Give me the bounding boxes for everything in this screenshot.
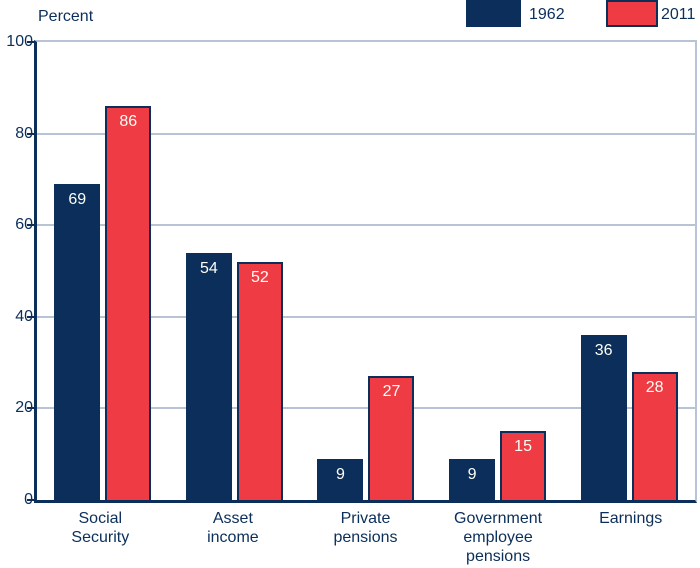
y-tick-label-100: 100: [6, 33, 33, 50]
bar-value-label: 36: [594, 342, 613, 360]
y-tick-label-40: 40: [15, 307, 33, 325]
legend-label-2011: 2011: [661, 6, 696, 23]
bar-value-label: 9: [336, 465, 345, 483]
category-label-line: Private: [340, 510, 391, 527]
gridline-40: [37, 315, 695, 318]
bar-value-label: 15: [514, 438, 532, 456]
category-label-2: Private pensions: [299, 509, 432, 566]
bar-group-2: 9 27: [300, 42, 432, 500]
bar-value-label: 27: [382, 383, 401, 401]
bar-value-label: 86: [119, 113, 138, 131]
bar-1962: 69: [54, 183, 101, 500]
bar-value-label: 9: [467, 465, 477, 483]
y-tick-label-60: 60: [15, 216, 33, 234]
bar-groups: 69 86 54 52 9 27 9 15 36 28: [37, 42, 695, 500]
category-label-line: Security: [71, 529, 130, 546]
y-tick-0: [27, 499, 35, 501]
y-tick-20: [27, 407, 35, 410]
bar-1962: 54: [185, 252, 232, 500]
y-tick-80: [27, 132, 35, 135]
bar-2011: 28: [631, 371, 678, 500]
gridline-20: [37, 407, 695, 410]
bar-2011: 52: [236, 261, 283, 500]
bar-2011: 86: [105, 106, 152, 500]
category-label-line: pensions: [466, 548, 531, 565]
bar-value-label: 52: [250, 268, 269, 286]
bar-1962: 36: [580, 335, 627, 500]
category-label-3: Government employee pensions: [432, 509, 565, 566]
category-label-line: pensions: [333, 529, 398, 546]
bar-group-0: 69 86: [37, 42, 169, 500]
legend-label-1962: 1962: [529, 6, 565, 23]
y-tick-60: [27, 224, 35, 227]
category-label-0: Social Security: [34, 509, 167, 566]
bar-2011: 27: [368, 376, 415, 500]
bar-group-1: 54 52: [169, 42, 301, 500]
y-tick-100: [27, 41, 35, 43]
category-label-line: income: [207, 529, 259, 546]
bar-value-label: 28: [645, 378, 664, 396]
plot-area: 69 86 54 52 9 27 9 15 36 28 0 20 40 60 80 100: [6, 34, 697, 508]
category-label-1: Asset income: [167, 509, 300, 566]
bar-1962: 9: [317, 458, 364, 500]
category-labels: Social Security Asset income Private pensions…: [34, 509, 697, 566]
legend-swatch: [606, 0, 658, 27]
y-axis-title: Percent: [38, 8, 94, 25]
category-label-4: Earnings: [564, 509, 697, 566]
bar-value-label: 69: [68, 190, 87, 208]
y-tick-40: [27, 315, 35, 318]
legend-swatch: [466, 0, 521, 27]
bar-value-label: 54: [199, 259, 218, 277]
y-tick-label-0: 0: [24, 491, 33, 508]
bar-group-3: 9 15: [432, 42, 564, 500]
y-tick-label-20: 20: [15, 399, 33, 417]
category-label-line: employee: [463, 529, 533, 546]
bar-group-4: 36 28: [563, 42, 695, 500]
bar-2011: 15: [500, 431, 547, 500]
gridline-80: [37, 132, 695, 135]
bar-1962: 9: [449, 458, 496, 500]
category-label-line: Asset: [212, 510, 253, 527]
category-label-line: Earnings: [599, 510, 663, 527]
gridline-60: [37, 224, 695, 227]
y-tick-label-80: 80: [15, 124, 33, 142]
category-label-line: Social: [78, 510, 123, 527]
category-label-line: Government: [454, 510, 543, 527]
